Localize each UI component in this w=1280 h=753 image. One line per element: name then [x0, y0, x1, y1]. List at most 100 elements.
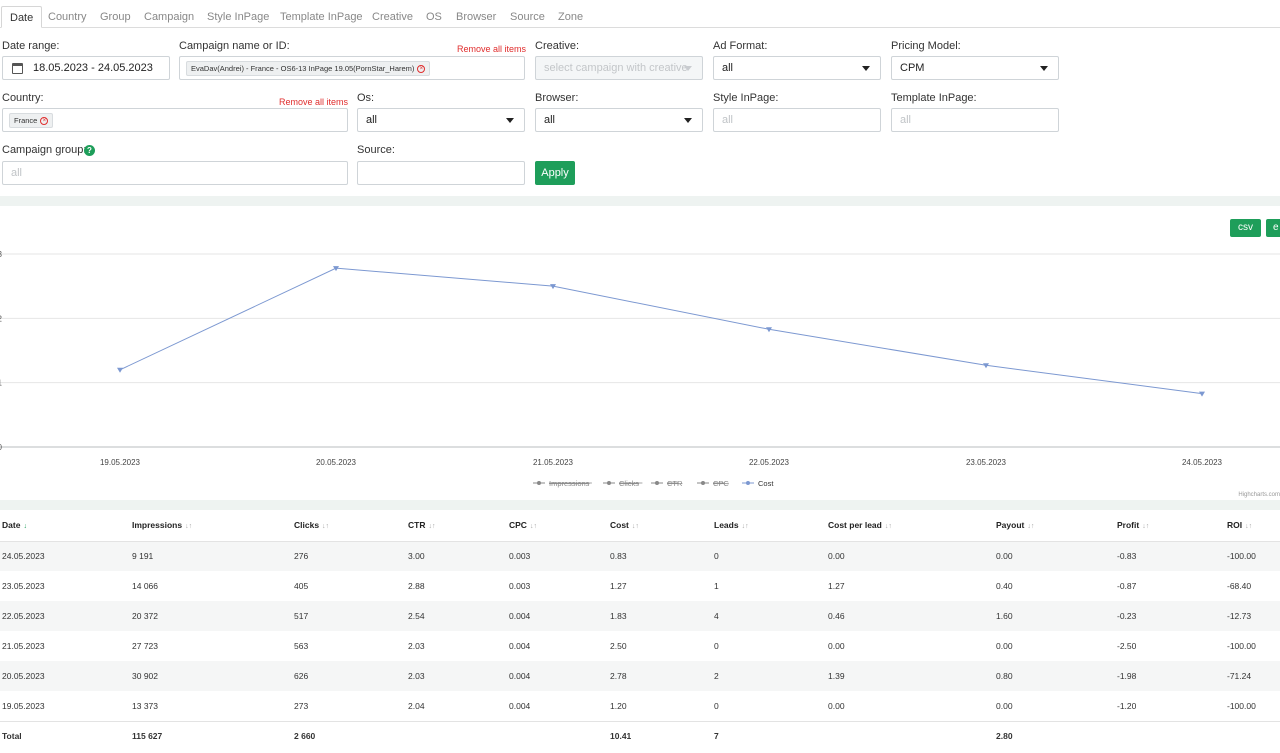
sort-icon[interactable]: ↓↑	[741, 523, 749, 531]
sort-icon[interactable]: ↓↑	[1245, 523, 1253, 531]
campaign-group-field[interactable]: all	[2, 161, 348, 185]
calendar-icon	[12, 63, 23, 74]
close-icon[interactable]: ×	[40, 117, 49, 126]
close-icon[interactable]: ×	[417, 65, 426, 74]
column-header-label: Cost	[610, 520, 629, 531]
creative-label: Creative:	[535, 40, 580, 52]
sort-icon[interactable]: ↓↑	[1027, 523, 1035, 531]
column-header[interactable]: Payout ↓↑	[996, 510, 1117, 542]
tab-creative[interactable]: Creative	[372, 11, 413, 23]
cost-series-line	[119, 267, 1203, 395]
sort-icon[interactable]: ↓↑	[322, 523, 330, 531]
table-cell: -0.87	[1117, 581, 1137, 591]
table-cell: 0.00	[828, 700, 845, 711]
template-inpage-field[interactable]: all	[891, 108, 1059, 132]
table-header-row: Date ↓ Impressions ↓↑ Clicks ↓↑ CTR ↓↑ CPC ↓↑ Cost…	[0, 510, 1280, 542]
chart-credit: Highcharts.com	[1238, 492, 1280, 498]
sort-icon[interactable]: ↓↑	[631, 523, 639, 531]
table-cell: 30 902	[132, 661, 294, 691]
sort-icon[interactable]: ↓↑	[1142, 523, 1150, 531]
table-cell: 405	[294, 581, 309, 591]
column-header[interactable]: Cost ↓↑	[610, 510, 714, 542]
help-icon[interactable]: ?	[84, 145, 95, 156]
country-field[interactable]: France ×	[2, 108, 348, 132]
table-cell: -100.00	[1227, 700, 1256, 711]
style-inpage-label: Style InPage:	[713, 92, 779, 104]
tab-country[interactable]: Country	[48, 11, 87, 23]
y-tick-label: 3	[0, 250, 3, 259]
sort-icon[interactable]: ↓↑	[884, 523, 892, 531]
tab-style-inpage[interactable]: Style InPage	[207, 11, 270, 23]
column-header[interactable]: Clicks ↓↑	[294, 510, 408, 542]
table-cell: 2 660	[294, 720, 408, 751]
data-point	[766, 327, 772, 333]
column-header-label: Leads	[714, 520, 739, 531]
tab-template-inpage[interactable]: Template InPage	[280, 11, 363, 23]
y-tick-label: 1	[0, 379, 3, 388]
table-cell: -68.40	[1227, 581, 1252, 591]
tab-zone[interactable]: Zone	[558, 11, 584, 23]
table-cell: -100.00	[1227, 641, 1256, 651]
sort-desc-icon[interactable]: ↓	[23, 523, 27, 531]
tab-os[interactable]: OS	[426, 11, 442, 23]
date-range-field[interactable]: 18.05.2023 - 24.05.2023	[2, 56, 170, 80]
export-button[interactable]: e	[1266, 219, 1280, 237]
table-cell: -12.73	[1227, 601, 1280, 631]
column-header[interactable]: CTR ↓↑	[408, 510, 509, 542]
ad-format-select[interactable]: all	[713, 56, 881, 80]
style-inpage-field[interactable]: all	[713, 108, 881, 132]
y-tick-label: 2	[0, 314, 3, 323]
column-header[interactable]: Cost per lead ↓↑	[828, 510, 996, 542]
template-inpage-label: Template InPage:	[891, 92, 977, 104]
column-header[interactable]: Leads ↓↑	[714, 510, 828, 542]
pricing-select[interactable]: CPM	[891, 56, 1059, 80]
column-header[interactable]: Impressions ↓↑	[132, 510, 294, 542]
table-cell	[1117, 720, 1227, 751]
table-cell: 0	[714, 541, 828, 571]
apply-button[interactable]: Apply	[535, 161, 575, 185]
chart-panel: csv e 3 2 1 0 19.05.2023 20.05.2023 21.05.2023…	[0, 206, 1280, 500]
table-cell: -1.20	[1117, 700, 1137, 711]
tab-source[interactable]: Source	[510, 11, 545, 23]
table-row: 19.05.2023 13 373 273 2.04 0.004 1.20 0 0.00 0.0…	[0, 691, 1280, 721]
table-cell: 1.20	[610, 700, 627, 711]
tab-browser[interactable]: Browser	[456, 11, 497, 23]
ad-format-label: Ad Format:	[713, 40, 768, 52]
column-header[interactable]: Profit ↓↑	[1117, 510, 1227, 542]
tab-group[interactable]: Group	[100, 11, 131, 23]
tab-campaign[interactable]: Campaign	[144, 11, 195, 23]
source-field[interactable]	[357, 161, 525, 185]
country-chip: France ×	[9, 113, 54, 128]
chevron-down-icon	[1040, 66, 1048, 71]
column-header[interactable]: ROI ↓↑	[1227, 510, 1280, 542]
table-cell: 0.80	[996, 661, 1117, 691]
table-cell: 2	[714, 661, 828, 691]
table-cell: 0.004	[509, 601, 610, 631]
data-point	[333, 266, 339, 272]
table-cell: 0.46	[828, 601, 996, 631]
legend-marker	[537, 481, 541, 485]
chevron-down-icon	[506, 118, 514, 123]
table-cell: 273	[294, 700, 309, 711]
column-header[interactable]: CPC ↓↑	[509, 510, 610, 542]
campaign-field[interactable]: EvaDav(Andrei) - France - OS6-13 InPage …	[179, 56, 525, 80]
country-remove-all[interactable]: Remove all items	[279, 97, 349, 107]
legend-item: Cost	[758, 479, 774, 488]
sort-icon[interactable]: ↓↑	[428, 523, 436, 531]
legend-item: CPC	[713, 479, 729, 488]
sort-icon[interactable]: ↓↑	[185, 523, 193, 531]
browser-label: Browser:	[535, 92, 579, 104]
sort-icon[interactable]: ↓↑	[529, 523, 537, 531]
tab-date[interactable]: Date	[1, 6, 43, 28]
table-cell: -0.83	[1117, 541, 1227, 571]
campaign-remove-all[interactable]: Remove all items	[457, 44, 527, 54]
os-select[interactable]: all	[357, 108, 525, 132]
csv-export-button[interactable]: csv	[1230, 219, 1261, 237]
browser-select[interactable]: all	[535, 108, 703, 132]
table-cell: 0.004	[509, 661, 610, 691]
table-cell: -71.24	[1227, 661, 1280, 691]
table-cell: 1.60	[996, 601, 1117, 631]
data-point	[550, 284, 556, 290]
column-header[interactable]: Date ↓	[0, 510, 132, 542]
browser-value: all	[544, 114, 556, 126]
